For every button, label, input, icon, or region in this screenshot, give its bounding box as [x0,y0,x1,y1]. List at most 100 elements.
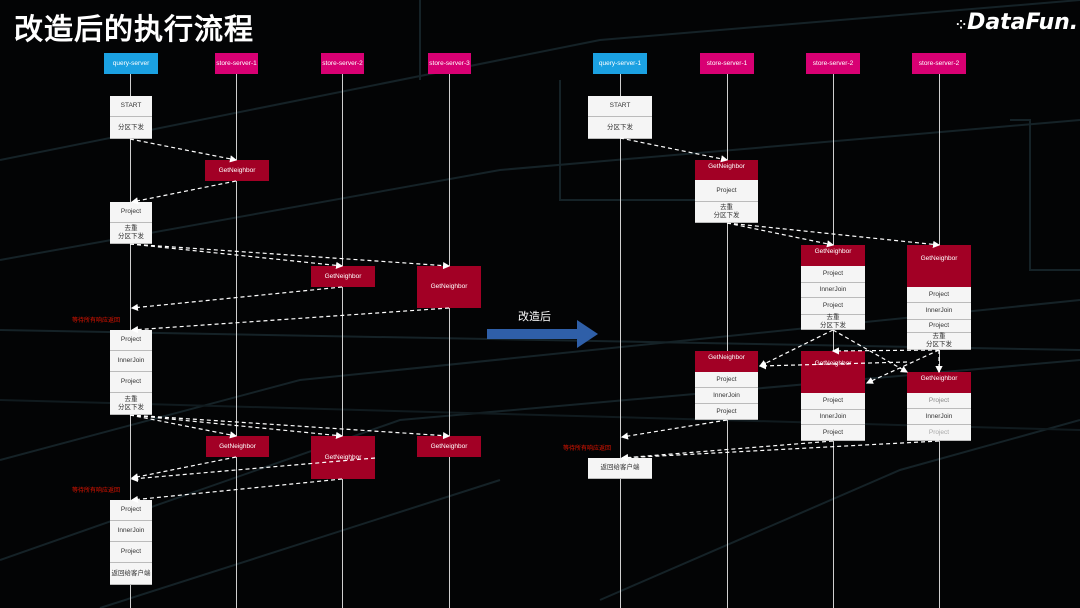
get-neighbor-ss3-2: GetNeighbor [417,436,481,457]
project-cell: Project [801,393,865,410]
get-neighbor-label: GetNeighbor [417,436,481,457]
get-neighbor-label: GetNeighbor [205,160,269,181]
lifeline-after-store-server-2a [833,74,834,608]
get-neighbor-label: GetNeighbor [695,351,758,372]
innerjoin-cell: InnerJoin [907,303,971,320]
return-to-client-cell: 返回给客户端 [110,563,152,585]
after-start-box: START 分区下发 [588,96,652,139]
join-box: Project InnerJoin Project 去重 分区下发 [110,330,152,415]
get-neighbor-ss1: GetNeighbor [205,160,269,181]
after-ss3-block-1: GetNeighbor Project InnerJoin Project 去重… [907,245,971,350]
get-neighbor-label: GetNeighbor [907,245,971,287]
lifeline-store-server-2 [342,74,343,608]
message-arrow [129,414,451,440]
page-title: 改造后的执行流程 [14,12,255,46]
header-query-server: query-server [104,53,158,74]
header-store-server-3: store-server-3 [428,53,471,74]
project-cell: Project [110,500,152,521]
get-neighbor-ss1-2: GetNeighbor [206,436,269,457]
get-neighbor-label: GetNeighbor [801,351,865,393]
header-store-server-1: store-server-1 [215,53,258,74]
return-to-client-cell: 返回给客户端 [588,458,652,479]
message-arrow [129,138,238,163]
start-cell: START [588,96,652,117]
project-cell: Project [110,542,152,563]
dedup-dispatch-cell: 去重 分区下发 [907,333,971,350]
dedup-dispatch-cell: 去重 分区下发 [801,314,865,330]
message-arrow [620,440,834,462]
get-neighbor-label: GetNeighbor [206,436,269,457]
message-arrow [129,414,238,439]
message-arrow [130,307,450,334]
after-ss2-block-2: GetNeighbor Project InnerJoin Project [801,351,865,441]
innerjoin-cell: InnerJoin [907,409,971,425]
project-cell: Project [110,202,152,223]
message-arrow [129,243,451,270]
wait-all-responses-text-2: 等待所有响应返回 [72,488,121,494]
message-arrow [726,222,835,248]
project-cell: Project [110,330,152,351]
get-neighbor-label: GetNeighbor [417,266,481,308]
dedup-dispatch-cell: 去重 分区下发 [695,202,758,223]
message-arrow [129,414,344,439]
project-cell: Project [801,298,865,315]
datafun-logo: ⁘DataFun. [956,10,1079,35]
partition-dispatch-cell: 分区下发 [110,117,152,139]
innerjoin-cell: InnerJoin [695,388,758,404]
project-cell: Project [907,425,971,441]
get-neighbor-label: GetNeighbor [311,266,375,287]
transition-label: 改造后 [518,311,551,323]
project-cell: Project [695,372,758,388]
message-arrow [758,329,834,367]
start-cell: START [110,96,152,117]
message-arrow [619,137,729,163]
lifeline-store-server-3 [449,74,450,608]
get-neighbor-label: GetNeighbor [311,436,375,479]
innerjoin-cell: InnerJoin [110,521,152,542]
project-cell: Project [801,266,865,283]
project-cell: Project [110,372,152,393]
innerjoin-cell: InnerJoin [110,351,152,372]
after-ss1-block-1: GetNeighbor Project 去重 分区下发 [695,160,758,223]
after-ss3-block-2: GetNeighbor Project InnerJoin Project [907,372,971,441]
project-cell: Project [907,287,971,303]
project-cell: Project [907,393,971,409]
message-arrow [620,419,728,440]
message-arrow [726,222,941,248]
logo-dots-icon: ⁘ [956,18,966,32]
after-ss2-block-1: GetNeighbor Project InnerJoin Project 去重… [801,245,865,330]
after-return-box: 返回给客户端 [588,458,652,479]
lifeline-after-query-server [620,74,621,608]
get-neighbor-ss2: GetNeighbor [311,266,375,287]
message-arrow [130,457,376,483]
project-cell: Project [801,425,865,441]
message-arrow [832,329,909,373]
lifeline-after-store-server-1 [727,74,728,608]
message-arrow [130,478,343,503]
wait-all-responses-text: 等待所有响应返回 [72,318,121,324]
message-arrow [758,361,908,370]
get-neighbor-ss2-2: GetNeighbor [311,436,375,479]
get-neighbor-label: GetNeighbor [907,372,971,393]
message-arrow [129,243,344,269]
lifeline-store-server-1 [236,74,237,608]
project-cell: Project [695,180,758,202]
header-store-server-2: store-server-2 [321,53,364,74]
project-cell: Project [907,320,971,333]
header-after-query-server-1: query-server-1 [593,53,647,74]
message-arrow [865,349,940,384]
transition-arrow-icon [487,320,598,348]
message-arrow [130,180,237,205]
message-arrow [130,286,343,311]
after-ss1-block-2: GetNeighbor Project InnerJoin Project [695,351,758,420]
message-arrow [831,347,940,355]
get-neighbor-label: GetNeighbor [801,245,865,266]
get-neighbor-ss3: GetNeighbor [417,266,481,308]
header-after-store-server-2b: store-server-2 [912,53,966,74]
get-neighbor-label: GetNeighbor [695,160,758,180]
message-arrow [130,456,237,481]
after-wait-all-responses-text: 等待所有响应返回 [563,446,612,452]
header-after-store-server-1: store-server-1 [700,53,754,74]
final-box: Project InnerJoin Project 返回给客户端 [110,500,152,585]
